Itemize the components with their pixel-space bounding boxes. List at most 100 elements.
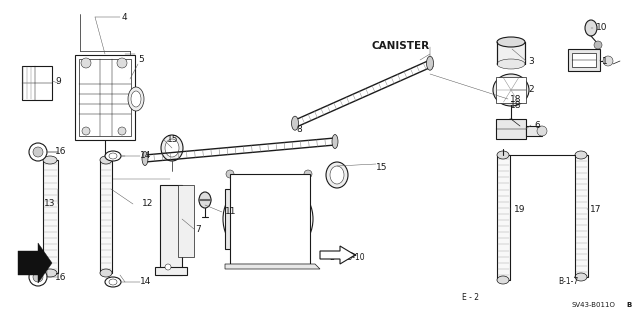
Ellipse shape	[505, 119, 517, 131]
Polygon shape	[320, 246, 355, 264]
Text: 15: 15	[167, 135, 179, 144]
Ellipse shape	[537, 126, 547, 136]
Ellipse shape	[199, 192, 211, 208]
Bar	[79, 59, 131, 136]
Bar	[22, 66, 52, 100]
Text: 4: 4	[122, 12, 127, 21]
Text: 18: 18	[510, 94, 522, 103]
Polygon shape	[18, 243, 52, 283]
Bar	[160, 185, 182, 275]
Text: 7: 7	[195, 225, 201, 234]
Text: 8: 8	[296, 124, 301, 133]
Ellipse shape	[43, 269, 57, 277]
Text: B: B	[626, 302, 631, 308]
Ellipse shape	[299, 258, 305, 264]
Ellipse shape	[82, 127, 90, 135]
Bar	[496, 119, 526, 139]
Text: 15: 15	[376, 162, 387, 172]
Text: 6: 6	[534, 121, 540, 130]
Text: SV43-B011O: SV43-B011O	[571, 302, 615, 308]
Ellipse shape	[426, 56, 433, 70]
Ellipse shape	[105, 277, 121, 287]
Text: 17: 17	[590, 204, 602, 213]
Ellipse shape	[497, 151, 509, 159]
Ellipse shape	[330, 166, 344, 184]
Ellipse shape	[165, 139, 179, 157]
Ellipse shape	[142, 152, 148, 166]
Bar	[225, 189, 233, 249]
Ellipse shape	[109, 279, 117, 285]
Ellipse shape	[100, 156, 112, 164]
Bar	[155, 267, 187, 275]
Ellipse shape	[109, 153, 117, 159]
Text: E - 2: E - 2	[462, 293, 479, 301]
Ellipse shape	[497, 276, 509, 284]
Ellipse shape	[223, 177, 313, 261]
Text: 10: 10	[596, 24, 607, 33]
Text: CANISTER: CANISTER	[372, 41, 430, 51]
Ellipse shape	[594, 41, 602, 49]
Ellipse shape	[29, 268, 47, 286]
Text: 3: 3	[528, 56, 534, 65]
Text: 11: 11	[225, 207, 237, 217]
Ellipse shape	[231, 258, 237, 264]
Ellipse shape	[128, 87, 144, 111]
Ellipse shape	[161, 135, 183, 161]
Ellipse shape	[260, 217, 276, 231]
Polygon shape	[225, 264, 320, 269]
Ellipse shape	[231, 185, 305, 253]
Bar	[497, 42, 525, 64]
Ellipse shape	[326, 162, 348, 188]
Text: B - 23-10: B - 23-10	[330, 253, 365, 262]
Ellipse shape	[493, 74, 529, 106]
Ellipse shape	[105, 151, 121, 161]
Ellipse shape	[291, 116, 298, 130]
Text: 19: 19	[514, 204, 525, 213]
Ellipse shape	[503, 83, 519, 97]
Ellipse shape	[165, 264, 171, 270]
Ellipse shape	[603, 56, 613, 66]
Text: FR.: FR.	[28, 264, 41, 273]
Ellipse shape	[332, 135, 338, 149]
Bar	[572, 53, 596, 67]
Ellipse shape	[253, 205, 283, 233]
Ellipse shape	[33, 147, 43, 157]
Text: 16: 16	[55, 147, 67, 157]
Ellipse shape	[498, 79, 524, 101]
Bar	[496, 77, 526, 103]
Bar	[100, 160, 112, 273]
Bar	[568, 49, 600, 71]
Ellipse shape	[43, 156, 57, 164]
Bar	[497, 155, 510, 280]
Ellipse shape	[117, 58, 127, 68]
Text: 16: 16	[55, 272, 67, 281]
Ellipse shape	[226, 170, 234, 178]
Bar	[43, 160, 58, 273]
Text: 13: 13	[44, 199, 56, 209]
Ellipse shape	[497, 37, 525, 47]
Bar	[526, 126, 542, 136]
Text: 18: 18	[510, 101, 522, 110]
Ellipse shape	[575, 273, 587, 281]
Text: 14: 14	[140, 152, 152, 160]
Bar	[575, 155, 588, 277]
Ellipse shape	[131, 91, 141, 107]
Ellipse shape	[575, 151, 587, 159]
Ellipse shape	[33, 272, 43, 282]
Ellipse shape	[29, 143, 47, 161]
Text: 5: 5	[138, 55, 144, 63]
Ellipse shape	[118, 127, 126, 135]
Bar	[178, 185, 194, 257]
Ellipse shape	[100, 269, 112, 277]
Ellipse shape	[497, 59, 525, 69]
Text: 1: 1	[602, 56, 608, 65]
Ellipse shape	[585, 20, 597, 36]
Polygon shape	[230, 174, 310, 264]
Ellipse shape	[304, 170, 312, 178]
Ellipse shape	[81, 58, 91, 68]
Bar	[75, 55, 135, 140]
Text: B-1-7: B-1-7	[558, 277, 579, 286]
Text: 12: 12	[142, 199, 154, 209]
Text: 2: 2	[528, 85, 534, 94]
Text: 14: 14	[140, 278, 152, 286]
